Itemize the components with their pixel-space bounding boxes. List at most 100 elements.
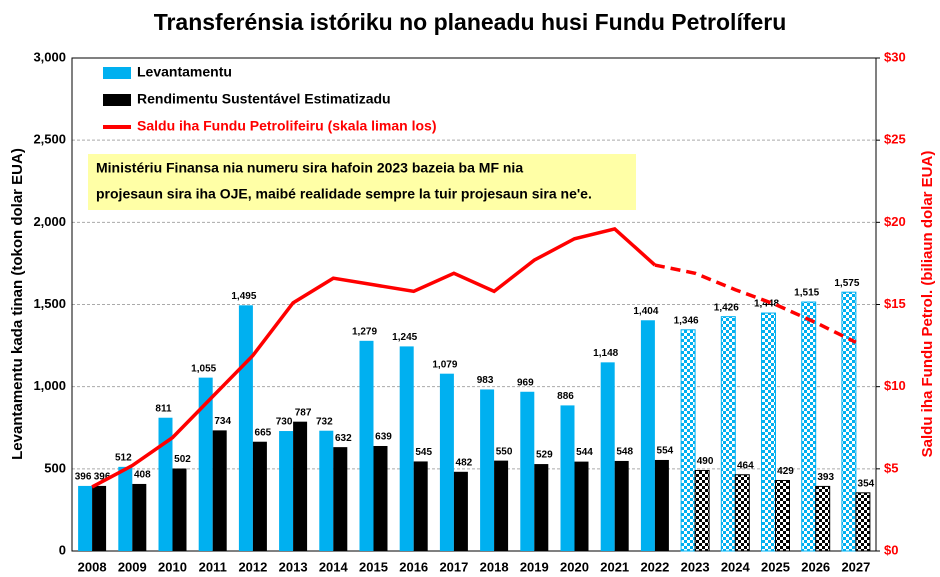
bar — [734, 474, 750, 552]
legend-swatch — [103, 67, 131, 79]
bar — [560, 405, 575, 551]
line — [91, 226, 657, 489]
y2-tick-label: $15 — [884, 296, 906, 311]
bar — [399, 346, 414, 551]
x-tick-label: 2019 — [520, 559, 549, 574]
value-label: 490 — [697, 456, 714, 467]
value-label: 639 — [375, 432, 392, 443]
y2-tick-label: $20 — [884, 214, 906, 229]
y-tick-label: 2,500 — [33, 132, 66, 147]
value-label: 408 — [134, 470, 151, 481]
y2-tick-label: $25 — [884, 132, 906, 147]
bar — [172, 468, 187, 551]
value-label: 1,245 — [392, 332, 417, 343]
bar — [118, 466, 133, 551]
annotation: Ministériu Finansa nia numeru sira hafoi… — [96, 160, 523, 176]
bar — [453, 471, 468, 551]
legend-label: Saldu iha Fundu Petrolifeiru (skala lima… — [137, 118, 437, 134]
bar — [600, 362, 615, 551]
x-tick-label: 2024 — [721, 559, 751, 574]
x-tick-label: 2018 — [480, 559, 509, 574]
value-label: 1,055 — [191, 363, 216, 374]
x-tick-label: 2012 — [238, 559, 267, 574]
bar — [480, 389, 495, 551]
bar — [319, 430, 334, 551]
bar — [640, 320, 655, 551]
y2-tick-label: $5 — [884, 460, 898, 475]
value-label: 1,079 — [432, 359, 457, 370]
bar — [238, 305, 253, 551]
x-tick-label: 2014 — [319, 559, 349, 574]
bar — [212, 430, 227, 551]
value-label: 529 — [536, 450, 553, 461]
bar — [78, 485, 93, 551]
bar — [252, 441, 267, 551]
value-label: 969 — [517, 377, 534, 388]
value-label: 429 — [777, 466, 794, 477]
value-label: 464 — [737, 460, 754, 471]
bar — [534, 464, 549, 551]
value-label: 730 — [276, 417, 293, 428]
value-label: 548 — [616, 447, 633, 458]
value-label: 1,279 — [352, 326, 377, 337]
x-tick-label: 2022 — [640, 559, 669, 574]
value-label: 550 — [496, 446, 513, 457]
y-tick-label: 3,000 — [33, 49, 66, 64]
value-label: 1,448 — [754, 299, 779, 310]
y-tick-label: 2,000 — [33, 214, 66, 229]
y-tick-label: 0 — [59, 542, 66, 557]
x-tick-label: 2026 — [801, 559, 830, 574]
value-label: 734 — [214, 416, 231, 427]
x-tick-label: 2020 — [560, 559, 589, 574]
value-label: 545 — [415, 447, 432, 458]
bar — [761, 312, 776, 552]
value-label: 811 — [155, 403, 172, 414]
value-label: 393 — [817, 472, 834, 483]
value-label: 1,575 — [834, 278, 859, 289]
value-label: 1,515 — [794, 288, 819, 299]
y2-axis-title: Saldu iha Fundu Petrol. (biliaun dolar E… — [919, 151, 936, 458]
bar — [720, 316, 736, 552]
line — [654, 263, 857, 344]
value-label: 732 — [316, 416, 333, 427]
x-tick-label: 2016 — [399, 559, 428, 574]
value-label: 886 — [557, 391, 574, 402]
plot-frame — [71, 57, 877, 552]
annotation-box — [88, 154, 636, 210]
value-label: 665 — [255, 427, 272, 438]
value-label: 396 — [94, 472, 111, 483]
x-tick-label: 2017 — [439, 559, 468, 574]
bar — [132, 483, 147, 551]
value-label: 1,346 — [674, 315, 699, 326]
annotation: projesaun sira iha OJE, maibé realidade … — [96, 186, 592, 202]
bar — [373, 445, 388, 551]
x-tick-label: 2011 — [199, 559, 227, 574]
y2-tick-label: $30 — [884, 49, 906, 64]
value-label: 787 — [295, 407, 312, 418]
bar — [293, 421, 308, 551]
value-label: 482 — [456, 457, 473, 468]
bar — [333, 447, 348, 551]
legend-label: Levantamentu — [137, 64, 232, 80]
y-tick-label: 1,500 — [33, 296, 66, 311]
bar — [855, 492, 871, 552]
y2-tick-label: $0 — [884, 542, 898, 557]
x-tick-label: 2027 — [841, 559, 870, 574]
bar — [279, 431, 294, 551]
value-label: 512 — [115, 453, 132, 464]
bar — [413, 461, 428, 551]
x-tick-label: 2009 — [118, 559, 147, 574]
value-label: 1,426 — [714, 302, 739, 313]
y-tick-label: 500 — [44, 460, 66, 475]
x-tick-label: 2008 — [78, 559, 107, 574]
value-label: 1,148 — [593, 348, 618, 359]
x-tick-label: 2023 — [681, 559, 710, 574]
x-tick-label: 2021 — [600, 559, 629, 574]
bar — [359, 340, 374, 551]
x-tick-label: 2015 — [359, 559, 388, 574]
bar — [198, 377, 213, 551]
value-label: 354 — [858, 478, 875, 489]
value-label: 502 — [174, 454, 191, 465]
bar — [801, 301, 817, 552]
